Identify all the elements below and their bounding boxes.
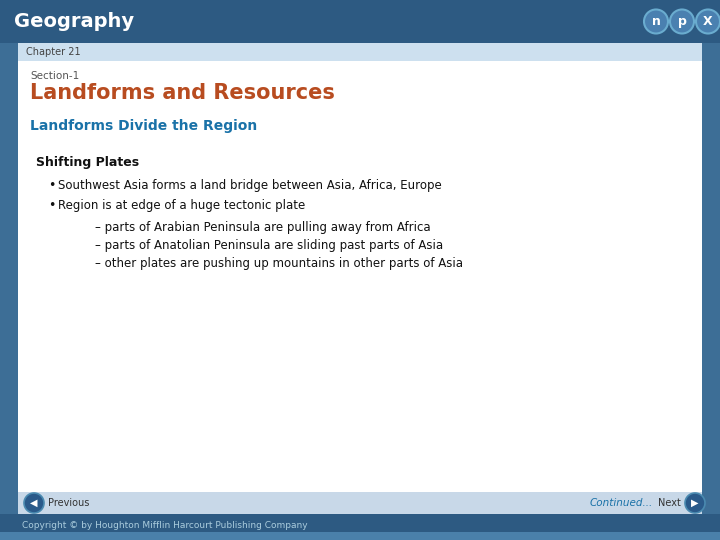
- FancyBboxPatch shape: [0, 0, 720, 43]
- Text: X: X: [703, 15, 713, 28]
- FancyBboxPatch shape: [18, 43, 702, 61]
- Circle shape: [685, 493, 705, 513]
- Text: p: p: [678, 15, 686, 28]
- Text: Continued...: Continued...: [590, 498, 653, 508]
- FancyBboxPatch shape: [0, 532, 720, 540]
- Circle shape: [670, 10, 694, 33]
- Text: ▶: ▶: [691, 498, 698, 508]
- Text: Next: Next: [658, 498, 681, 508]
- Circle shape: [696, 10, 720, 33]
- FancyBboxPatch shape: [18, 492, 702, 514]
- Text: n: n: [652, 15, 660, 28]
- FancyBboxPatch shape: [0, 514, 720, 540]
- Text: Copyright © by Houghton Mifflin Harcourt Publishing Company: Copyright © by Houghton Mifflin Harcourt…: [22, 521, 307, 530]
- Text: Section-1: Section-1: [30, 71, 79, 81]
- Text: Southwest Asia forms a land bridge between Asia, Africa, Europe: Southwest Asia forms a land bridge betwe…: [58, 179, 442, 192]
- Text: ◀: ◀: [30, 498, 37, 508]
- Circle shape: [644, 10, 668, 33]
- Text: – parts of Arabian Peninsula are pulling away from Africa: – parts of Arabian Peninsula are pulling…: [95, 221, 431, 234]
- Text: Region is at edge of a huge tectonic plate: Region is at edge of a huge tectonic pla…: [58, 199, 305, 212]
- Text: Previous: Previous: [48, 498, 89, 508]
- Text: – other plates are pushing up mountains in other parts of Asia: – other plates are pushing up mountains …: [95, 257, 463, 270]
- Text: – parts of Anatolian Peninsula are sliding past parts of Asia: – parts of Anatolian Peninsula are slidi…: [95, 239, 443, 252]
- Text: Chapter 21: Chapter 21: [26, 47, 81, 57]
- Text: •: •: [48, 199, 55, 212]
- Text: Geography: Geography: [14, 12, 134, 31]
- Text: Shifting Plates: Shifting Plates: [36, 156, 139, 169]
- Circle shape: [24, 493, 44, 513]
- Text: Landforms Divide the Region: Landforms Divide the Region: [30, 119, 257, 133]
- Text: •: •: [48, 179, 55, 192]
- Text: Landforms and Resources: Landforms and Resources: [30, 83, 335, 103]
- FancyBboxPatch shape: [18, 61, 702, 492]
